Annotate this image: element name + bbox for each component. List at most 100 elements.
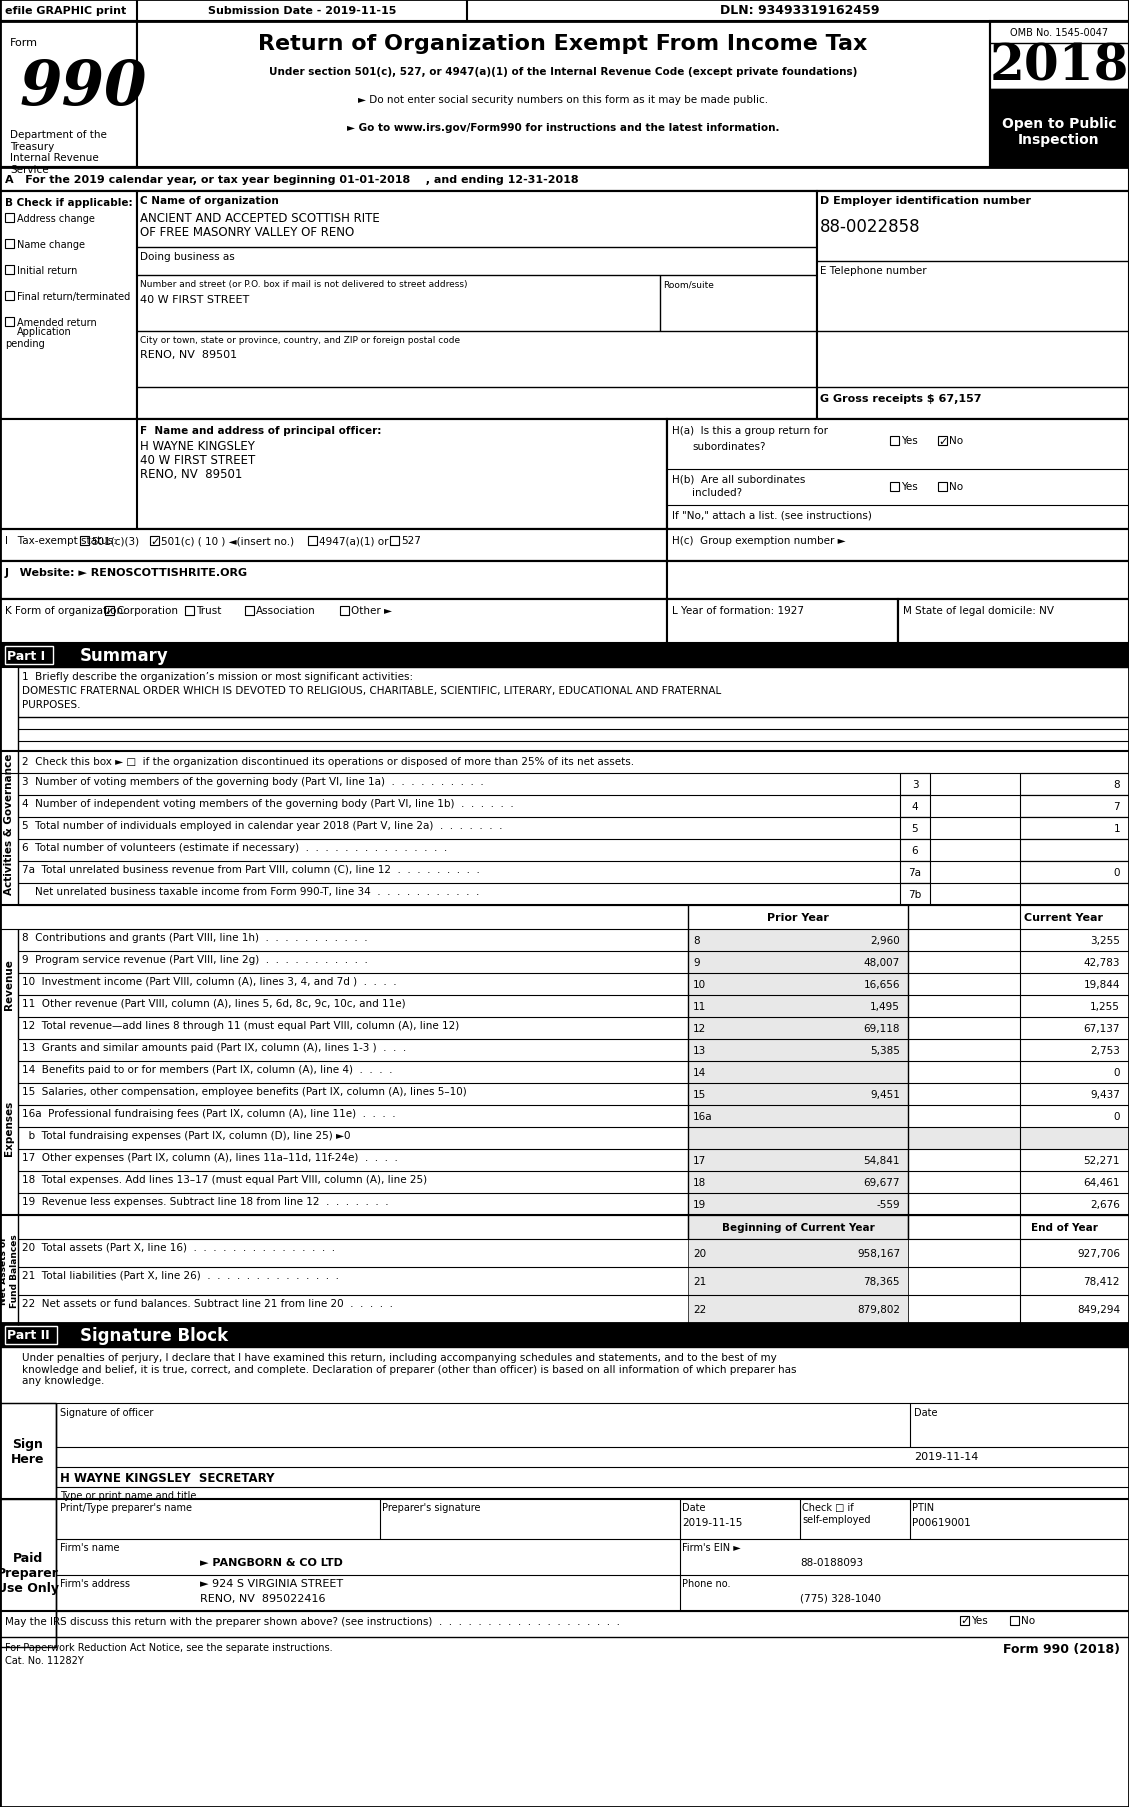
Text: Current Year: Current Year xyxy=(1024,913,1103,923)
Text: PTIN: PTIN xyxy=(912,1502,934,1512)
Bar xyxy=(0,1039,18,1216)
Text: 4: 4 xyxy=(912,802,918,811)
Text: ✓: ✓ xyxy=(105,605,114,616)
Text: Form: Form xyxy=(10,38,38,49)
Bar xyxy=(908,1240,1129,1267)
Text: 16a: 16a xyxy=(693,1111,712,1122)
Text: 20  Total assets (Part X, line 16)  .  .  .  .  .  .  .  .  .  .  .  .  .  .  .: 20 Total assets (Part X, line 16) . . . … xyxy=(21,1243,335,1252)
Text: OMB No. 1545-0047: OMB No. 1545-0047 xyxy=(1010,27,1108,38)
Text: 0: 0 xyxy=(1113,867,1120,878)
Bar xyxy=(0,22,137,168)
Bar xyxy=(890,437,899,446)
Text: Part II: Part II xyxy=(7,1328,50,1343)
Text: efile GRAPHIC print: efile GRAPHIC print xyxy=(5,5,126,16)
Bar xyxy=(0,929,18,1039)
Bar xyxy=(688,1128,908,1149)
Text: E Telephone number: E Telephone number xyxy=(820,266,927,276)
Text: Preparer's signature: Preparer's signature xyxy=(382,1502,481,1512)
Bar xyxy=(0,1500,56,1648)
Bar xyxy=(0,419,137,529)
Text: Other ►: Other ► xyxy=(351,605,392,616)
Text: 22  Net assets or fund balances. Subtract line 21 from line 20  .  .  .  .  .: 22 Net assets or fund balances. Subtract… xyxy=(21,1297,393,1308)
Bar xyxy=(390,537,399,546)
Text: 5,385: 5,385 xyxy=(870,1046,900,1055)
Bar xyxy=(667,600,898,643)
Text: I   Tax-exempt status:: I Tax-exempt status: xyxy=(5,535,117,546)
Bar xyxy=(1019,817,1129,840)
Text: 40 W FIRST STREET: 40 W FIRST STREET xyxy=(140,295,250,305)
Text: Summary: Summary xyxy=(80,647,168,665)
Text: 69,677: 69,677 xyxy=(864,1178,900,1187)
Text: 19  Revenue less expenses. Subtract line 18 from line 12  .  .  .  .  .  .  .: 19 Revenue less expenses. Subtract line … xyxy=(21,1196,388,1207)
Text: ► Do not enter social security numbers on this form as it may be made public.: ► Do not enter social security numbers o… xyxy=(358,96,768,105)
Bar xyxy=(80,537,89,546)
Text: -559: -559 xyxy=(876,1200,900,1209)
Text: ✓: ✓ xyxy=(960,1615,969,1626)
Text: 67,137: 67,137 xyxy=(1084,1023,1120,1034)
Text: Submission Date - 2019-11-15: Submission Date - 2019-11-15 xyxy=(208,5,396,16)
Text: 958,167: 958,167 xyxy=(857,1249,900,1258)
Text: 1: 1 xyxy=(1113,824,1120,833)
Bar xyxy=(137,192,817,419)
Text: H(a)  Is this a group return for: H(a) Is this a group return for xyxy=(672,426,828,435)
Text: OF FREE MASONRY VALLEY OF RENO: OF FREE MASONRY VALLEY OF RENO xyxy=(140,226,355,239)
Text: Trust: Trust xyxy=(196,605,221,616)
Text: 2,960: 2,960 xyxy=(870,936,900,945)
Bar xyxy=(0,667,18,979)
Bar xyxy=(688,1061,908,1084)
Text: 501(c)(3): 501(c)(3) xyxy=(91,535,139,546)
Text: 501(c) ( 10 ) ◄(insert no.): 501(c) ( 10 ) ◄(insert no.) xyxy=(161,535,295,546)
Bar xyxy=(0,1323,1129,1348)
Bar xyxy=(890,482,899,492)
Text: Sign
Here: Sign Here xyxy=(11,1437,45,1465)
Bar xyxy=(908,1216,1129,1240)
Text: 7b: 7b xyxy=(909,889,921,900)
Bar xyxy=(137,22,990,168)
Bar xyxy=(137,419,667,529)
Text: H WAYNE KINGSLEY: H WAYNE KINGSLEY xyxy=(140,439,255,454)
Text: Beginning of Current Year: Beginning of Current Year xyxy=(721,1222,874,1232)
Bar xyxy=(1019,884,1129,905)
Text: 20: 20 xyxy=(693,1249,706,1258)
Bar xyxy=(938,437,947,446)
Bar xyxy=(0,643,1129,667)
Bar xyxy=(990,90,1129,168)
Text: 3,255: 3,255 xyxy=(1091,936,1120,945)
Bar xyxy=(900,884,930,905)
Text: A   For the 2019 calendar year, or tax year beginning 01-01-2018    , and ending: A For the 2019 calendar year, or tax yea… xyxy=(5,175,579,184)
Text: 19,844: 19,844 xyxy=(1084,979,1120,990)
Text: Print/Type preparer's name: Print/Type preparer's name xyxy=(60,1502,192,1512)
Text: 42,783: 42,783 xyxy=(1084,958,1120,967)
Text: Yes: Yes xyxy=(901,482,918,492)
Bar xyxy=(900,773,930,795)
Text: May the IRS discuss this return with the preparer shown above? (see instructions: May the IRS discuss this return with the… xyxy=(5,1615,620,1626)
Text: 10  Investment income (Part VIII, column (A), lines 3, 4, and 7d )  .  .  .  .: 10 Investment income (Part VIII, column … xyxy=(21,976,396,987)
Bar xyxy=(688,1240,908,1267)
Text: Date: Date xyxy=(914,1408,937,1417)
Text: 15: 15 xyxy=(693,1090,707,1099)
Text: H(c)  Group exemption number ►: H(c) Group exemption number ► xyxy=(672,535,846,546)
Bar xyxy=(908,1193,1129,1216)
Bar xyxy=(0,529,667,562)
Text: No: No xyxy=(949,482,963,492)
Text: ✓: ✓ xyxy=(938,435,947,446)
Text: 12  Total revenue—add lines 8 through 11 (must equal Part VIII, column (A), line: 12 Total revenue—add lines 8 through 11 … xyxy=(21,1021,460,1030)
Text: 11  Other revenue (Part VIII, column (A), lines 5, 6d, 8c, 9c, 10c, and 11e): 11 Other revenue (Part VIII, column (A),… xyxy=(21,999,405,1008)
Bar xyxy=(667,419,1129,529)
Bar xyxy=(667,562,1129,600)
Bar xyxy=(908,952,1129,974)
Bar xyxy=(688,929,908,952)
Bar xyxy=(150,537,159,546)
Text: Yes: Yes xyxy=(901,435,918,446)
Text: End of Year: End of Year xyxy=(1031,1222,1097,1232)
Text: L Year of formation: 1927: L Year of formation: 1927 xyxy=(672,605,804,616)
Bar xyxy=(900,840,930,862)
Bar xyxy=(185,607,194,616)
Text: RENO, NV  89501: RENO, NV 89501 xyxy=(140,468,243,481)
Text: 16,656: 16,656 xyxy=(864,979,900,990)
Bar xyxy=(1019,840,1129,862)
Text: 21  Total liabilities (Part X, line 26)  .  .  .  .  .  .  .  .  .  .  .  .  .  : 21 Total liabilities (Part X, line 26) .… xyxy=(21,1270,339,1281)
Text: ► Go to www.irs.gov/Form990 for instructions and the latest information.: ► Go to www.irs.gov/Form990 for instruct… xyxy=(347,123,779,134)
Text: 15  Salaries, other compensation, employee benefits (Part IX, column (A), lines : 15 Salaries, other compensation, employe… xyxy=(21,1086,466,1097)
Bar xyxy=(900,862,930,884)
